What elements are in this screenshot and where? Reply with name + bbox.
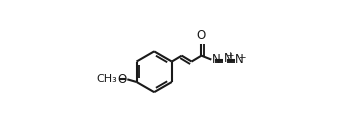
Text: CH₃: CH₃: [96, 74, 117, 84]
Text: N: N: [235, 53, 244, 66]
Text: O: O: [197, 29, 206, 42]
Text: O: O: [118, 73, 127, 86]
Text: N: N: [223, 51, 232, 65]
Text: −: −: [238, 52, 245, 61]
Text: N: N: [212, 53, 221, 66]
Text: +: +: [226, 51, 234, 60]
